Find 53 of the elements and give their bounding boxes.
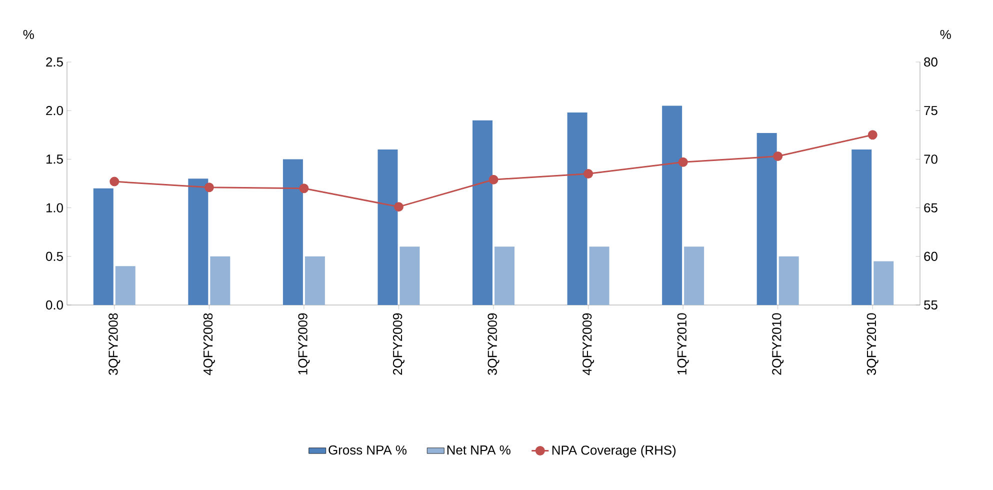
x-tick-label: 2QFY2009: [392, 313, 404, 375]
y2-tick-label: 75: [924, 106, 938, 116]
point: [110, 176, 120, 186]
point: [204, 182, 214, 192]
y-tick-label: 0.0: [46, 300, 63, 310]
y2-axis-title: %: [940, 30, 951, 40]
bar: [778, 256, 799, 305]
bar: [378, 149, 398, 305]
bar: [400, 246, 420, 305]
x-tick-label: 4QFY2008: [203, 313, 215, 376]
y2-tick-label: 80: [924, 57, 938, 67]
y2-tick-label: 70: [924, 154, 938, 164]
point: [678, 157, 688, 167]
bar: [684, 246, 704, 305]
point: [773, 152, 783, 162]
y-axis-title: %: [23, 30, 34, 40]
x-tick-label: 4QFY2009: [582, 313, 594, 376]
bar: [852, 149, 872, 305]
x-tick-label: 1QFY2010: [677, 313, 689, 374]
bar: [589, 246, 610, 305]
y-tick-label: 2.0: [46, 106, 63, 116]
y-tick-label: 0.5: [46, 252, 63, 261]
bar: [472, 120, 493, 305]
bar: [756, 132, 777, 305]
bar: [188, 178, 208, 305]
bar: [93, 188, 114, 305]
bar: [304, 256, 325, 305]
legend-label: Net NPA %: [447, 445, 510, 455]
x-tick-label: 3QFY2009: [488, 313, 500, 375]
bar: [282, 159, 303, 305]
y-tick-label: 1.5: [46, 154, 63, 164]
legend-label: NPA Coverage (RHS): [552, 445, 676, 458]
bar: [494, 246, 514, 305]
point: [868, 130, 878, 140]
x-tick-label: 3QFY2008: [108, 313, 120, 375]
bar: [662, 106, 682, 305]
y2-tick-label: 55: [924, 300, 938, 310]
point: [299, 184, 309, 194]
bar: [210, 256, 230, 305]
bar: [874, 261, 894, 305]
y-tick-label: 1.0: [46, 203, 63, 212]
bar: [567, 112, 588, 305]
x-tick-label: 2QFY2010: [772, 313, 784, 375]
y-tick-label: 2.5: [46, 57, 63, 67]
bar: [115, 266, 136, 305]
point: [584, 169, 594, 179]
y2-tick-label: 65: [924, 203, 938, 212]
point: [394, 202, 404, 212]
point: [488, 174, 498, 184]
x-tick-label: 1QFY2009: [298, 313, 310, 374]
legend-label: Gross NPA %: [328, 445, 406, 455]
x-tick-label: 3QFY2010: [866, 313, 878, 375]
y2-tick-label: 60: [924, 252, 938, 261]
